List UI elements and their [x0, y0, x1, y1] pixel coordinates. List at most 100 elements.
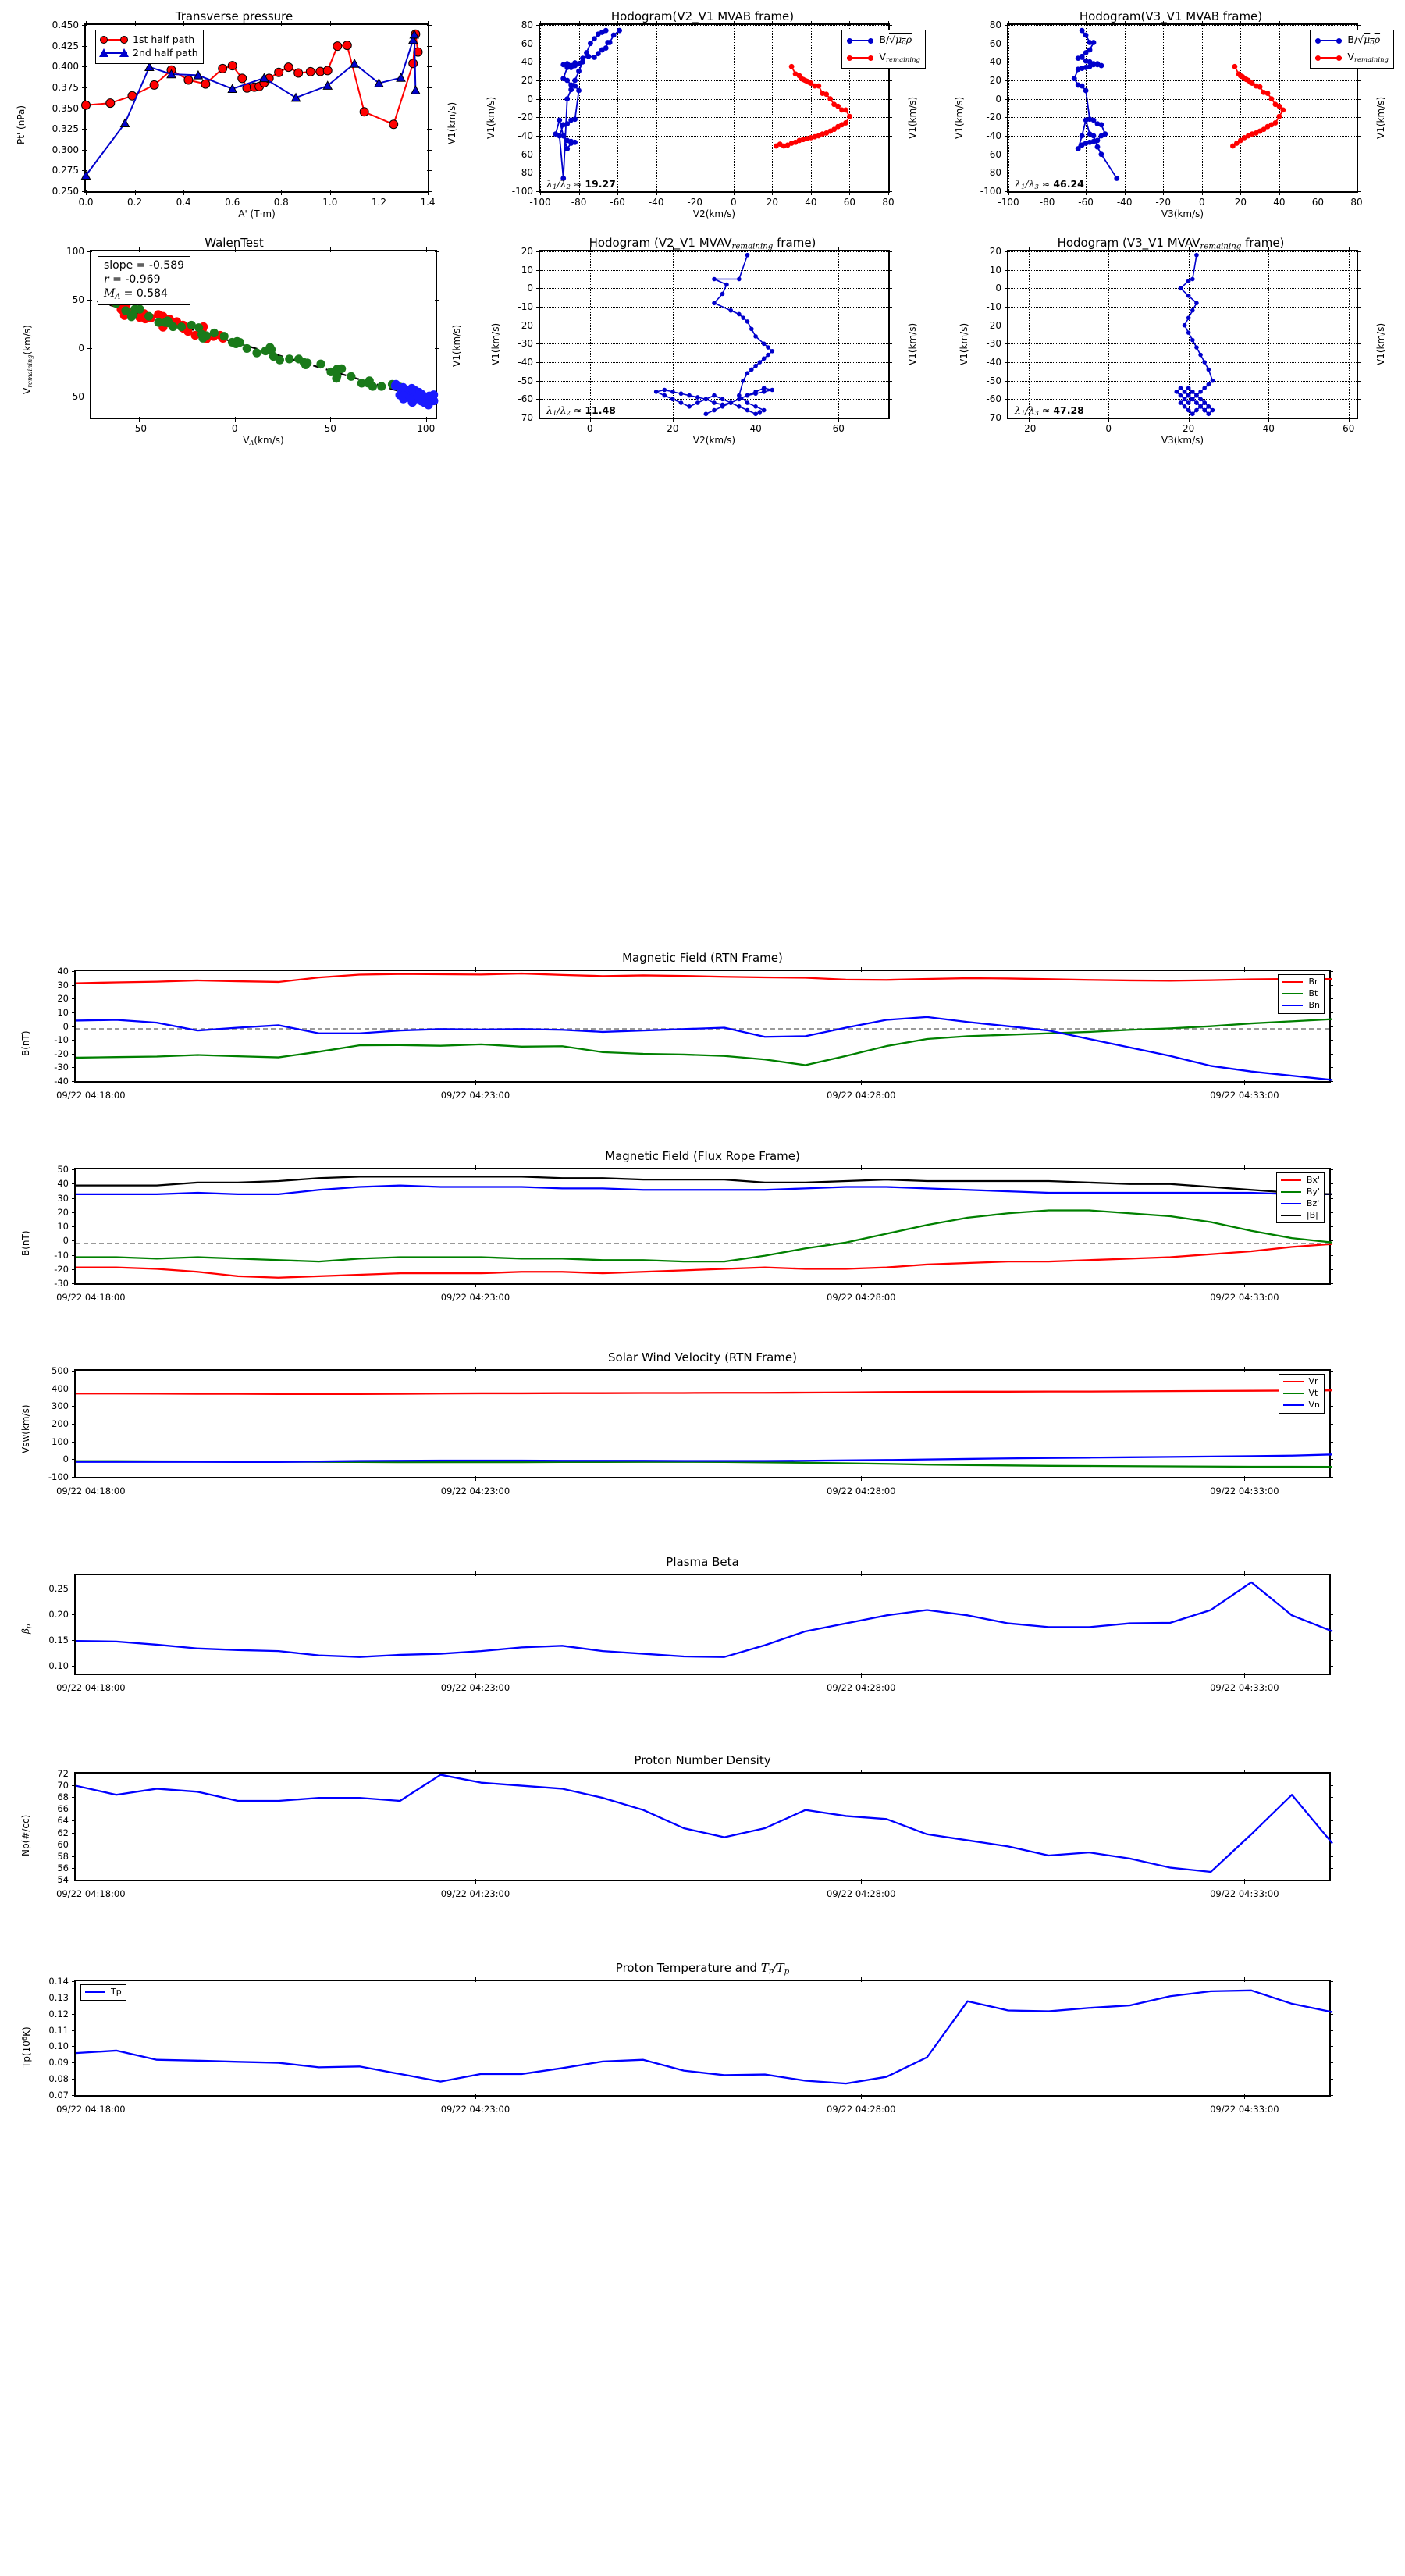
y-axis-label: V1(km/s): [490, 322, 501, 365]
x-tick-mark: [234, 247, 236, 252]
x-tick-label: 1.0: [322, 197, 338, 208]
x-tick-label: 20: [1183, 423, 1195, 434]
y-tick-label: 0.250: [52, 186, 79, 197]
data-point: [1186, 330, 1191, 335]
plot-area: -40 -30 -20 -10 0 10 20 30 40 09/22 04:18:00 09/22…: [54, 966, 1333, 1101]
y-tick-label: 100: [66, 246, 84, 257]
y-tick-mark: [72, 1012, 76, 1013]
x-tick-mark: [1124, 21, 1126, 26]
data-point: [745, 319, 750, 324]
data-point: [389, 119, 399, 130]
data-point: [201, 331, 211, 340]
gridline-v: [838, 251, 840, 418]
data-point: [274, 67, 284, 77]
y-tick-label: -30: [54, 1062, 69, 1073]
data-point: [235, 337, 244, 347]
y-tick-mark: [82, 45, 87, 47]
y-tick-label: -30: [54, 1278, 69, 1289]
y-tick-mark: [1329, 984, 1333, 986]
data-point: [187, 320, 196, 330]
panel-title: Hodogram(V3_V1 MVAB frame): [1079, 9, 1263, 23]
x-tick-label: 50: [324, 423, 336, 434]
y-tick-label: -10: [54, 1249, 69, 1261]
y-tick-label: -40: [986, 130, 1001, 141]
data-point: [712, 301, 717, 306]
data-point: [1083, 32, 1089, 38]
data-point: [835, 123, 841, 130]
data-point: [757, 410, 763, 415]
x-tick-mark: [475, 967, 476, 972]
data-point: [409, 29, 420, 39]
x-tick-label: 09/22 04:33:00: [1210, 1485, 1279, 1496]
data-point: [1230, 143, 1236, 149]
data-line: [76, 1209, 1333, 1263]
y-tick-label: 20: [521, 246, 533, 257]
x-tick-mark: [1244, 1879, 1246, 1884]
x-tick-mark: [1188, 247, 1190, 252]
data-point: [1186, 400, 1191, 405]
gridline-v: [1124, 25, 1126, 191]
legend-label: Bt: [1308, 987, 1318, 998]
y-tick-mark: [1356, 80, 1361, 81]
x-tick-mark: [475, 1165, 476, 1170]
data-point: [761, 386, 767, 390]
y-tick-label: -40: [986, 357, 1001, 368]
x-tick-mark: [589, 417, 591, 422]
y-tick-label: 60: [57, 1838, 69, 1850]
x-tick-mark: [1244, 1165, 1246, 1170]
legend: 1st half path 2nd half path: [95, 30, 204, 64]
y-tick-label: 0.13: [48, 1991, 69, 2003]
data-point: [1264, 91, 1271, 96]
data-point: [568, 117, 574, 123]
x-tick-mark: [183, 21, 185, 26]
y-tick-label: 66: [57, 1803, 69, 1815]
x-tick-label: 09/22 04:18:00: [56, 1292, 126, 1303]
data-point: [737, 397, 742, 402]
y-tick-mark: [536, 136, 541, 137]
gridline-h: [540, 25, 888, 26]
y-tick-mark: [427, 129, 432, 130]
y-tick-mark: [1329, 2046, 1333, 2048]
y-tick-label: 62: [57, 1827, 69, 1838]
data-point: [1210, 407, 1215, 413]
y-tick-label: 58: [57, 1850, 69, 1862]
y-tick-mark: [72, 1639, 76, 1641]
gridline-h: [540, 307, 888, 308]
legend-row: Bx': [1280, 1175, 1320, 1187]
data-point: [149, 80, 159, 90]
y-tick-label: -60: [518, 148, 533, 160]
data-point: [80, 170, 91, 180]
data-point: [1210, 378, 1215, 383]
stat-r-value: -0.969: [125, 272, 161, 286]
data-line: [76, 1184, 1332, 1196]
x-tick-mark: [1108, 247, 1110, 252]
data-point: [839, 107, 845, 113]
y-tick-mark: [536, 307, 541, 308]
legend-label: Bn: [1308, 999, 1320, 1010]
data-point: [154, 318, 163, 327]
data-point: [745, 393, 750, 398]
y-tick-mark: [72, 2013, 76, 2015]
data-point: [568, 87, 574, 93]
y-tick-mark: [1329, 1666, 1333, 1667]
x-tick-mark: [475, 1879, 476, 1884]
data-point: [1186, 393, 1191, 398]
data-point: [1098, 151, 1104, 158]
data-line: [1073, 30, 1118, 179]
x-axis-label: V2(km/s): [692, 435, 736, 446]
gridline-h: [1008, 251, 1357, 252]
y-tick-mark: [72, 1197, 76, 1199]
panel-hodogram-v2v1-mvav: Hodogram (V2_V1 MVAVremaining frame) 0 20…: [468, 226, 937, 453]
x-tick-label: 20: [766, 197, 778, 208]
y-tick-label: 20: [521, 75, 533, 86]
gridline-v: [540, 25, 541, 191]
plot-area: -100 0 100 200 300 400 500 09/22 04:18:00 09/22 …: [48, 1365, 1333, 1496]
y-tick-mark: [887, 98, 892, 100]
legend-label: Vremaining: [879, 50, 920, 64]
y-tick-mark: [427, 191, 432, 192]
x-tick-mark: [329, 190, 331, 195]
y-tick-mark: [1005, 98, 1009, 100]
legend-label: Vremaining: [1347, 50, 1389, 64]
gridline-v: [1348, 251, 1350, 418]
y-tick-mark: [536, 80, 541, 81]
